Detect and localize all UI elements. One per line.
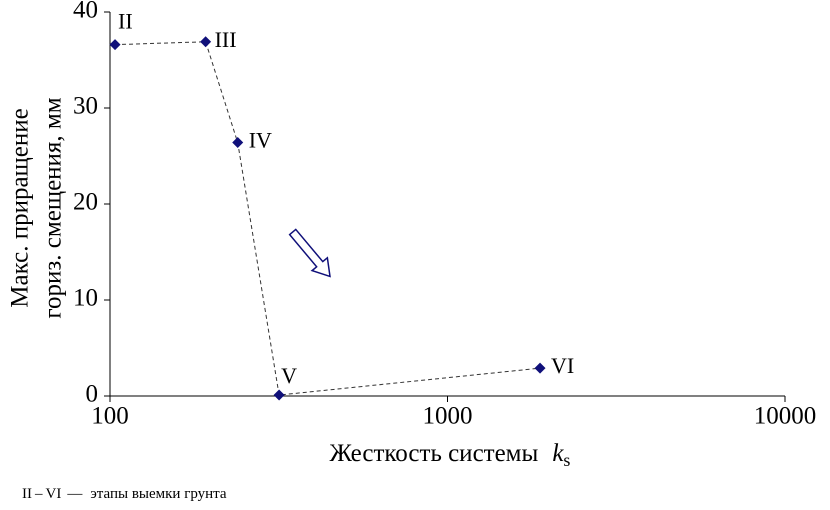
trend-arrow (288, 228, 331, 278)
note: II – VI — этапы выемки грунта (22, 486, 227, 502)
x-axis-subscript: s (563, 450, 570, 470)
y-tick-label: 30 (73, 93, 98, 120)
x-tick-label: 1000 (423, 403, 473, 430)
point-label: IV (249, 128, 272, 153)
y-tick-label: 40 (73, 0, 98, 24)
point (232, 137, 244, 149)
point-label: III (215, 27, 237, 52)
arrow-shape (288, 228, 331, 278)
note-text: этапы выемки грунта (90, 486, 227, 502)
point (109, 39, 121, 51)
note-dash: – (34, 486, 43, 502)
x-tick-label: 10000 (754, 403, 817, 430)
y-tick-label: 10 (73, 285, 98, 312)
point (273, 389, 285, 401)
note-end: VI (46, 486, 62, 502)
point-label: VI (551, 353, 574, 378)
point (534, 362, 546, 374)
note-dash: — (66, 486, 83, 502)
point (200, 36, 212, 48)
x-axis-label-text: Жесткость системы (330, 440, 539, 467)
note-start: II (22, 486, 32, 502)
y-tick-label: 20 (73, 189, 98, 216)
x-axis-symbol: k (552, 440, 564, 467)
y-axis-label: Макс. приращение (7, 108, 34, 308)
y-axis-label: гориз. смещения, мм (40, 97, 67, 318)
series-line (115, 41, 541, 396)
x-axis-label: Жесткость системы ks (330, 440, 571, 470)
y-tick-label: 0 (86, 381, 99, 408)
point-label: II (118, 9, 133, 34)
x-tick-label: 100 (91, 403, 129, 430)
point-label: V (281, 363, 297, 388)
